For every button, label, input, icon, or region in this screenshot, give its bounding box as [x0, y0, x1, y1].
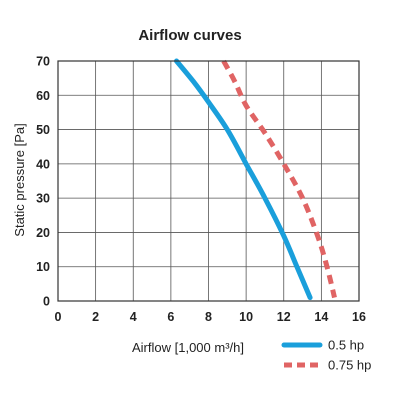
x-tick-label: 0 [55, 310, 62, 324]
x-tick-label: 4 [130, 310, 137, 324]
y-axis-label: Static pressure [Pa] [12, 123, 27, 236]
y-tick-label: 10 [36, 260, 50, 274]
x-tick-label: 12 [277, 310, 291, 324]
x-tick-label: 8 [205, 310, 212, 324]
legend: 0.5 hp 0.75 hp [281, 338, 371, 373]
legend-label-0: 0.5 hp [328, 338, 364, 353]
x-tick-label: 2 [92, 310, 99, 324]
grid [57, 60, 360, 302]
chart-title: Airflow curves [138, 27, 241, 44]
y-tick-label: 30 [36, 192, 50, 206]
x-tick-label: 6 [167, 310, 174, 324]
y-tick-label: 50 [36, 123, 50, 137]
series-lines [174, 58, 337, 301]
x-tick-label: 16 [352, 310, 366, 324]
y-tick-label: 0 [43, 295, 50, 309]
x-tick-labels: 0 2 4 6 8 10 12 14 16 [55, 310, 366, 324]
y-tick-label: 40 [36, 157, 50, 171]
y-tick-label: 70 [36, 55, 50, 69]
series-line-0 [174, 58, 313, 301]
series-line-1 [221, 59, 337, 299]
legend-label-1: 0.75 hp [328, 358, 371, 373]
x-axis-label: Airflow [1,000 m³/h] [132, 340, 244, 355]
y-tick-labels: 0 10 20 30 40 50 60 70 [36, 55, 50, 309]
y-tick-label: 20 [36, 226, 50, 240]
x-tick-label: 14 [314, 310, 328, 324]
plot-frame [57, 60, 360, 302]
x-tick-label: 10 [239, 310, 253, 324]
y-tick-label: 60 [36, 89, 50, 103]
